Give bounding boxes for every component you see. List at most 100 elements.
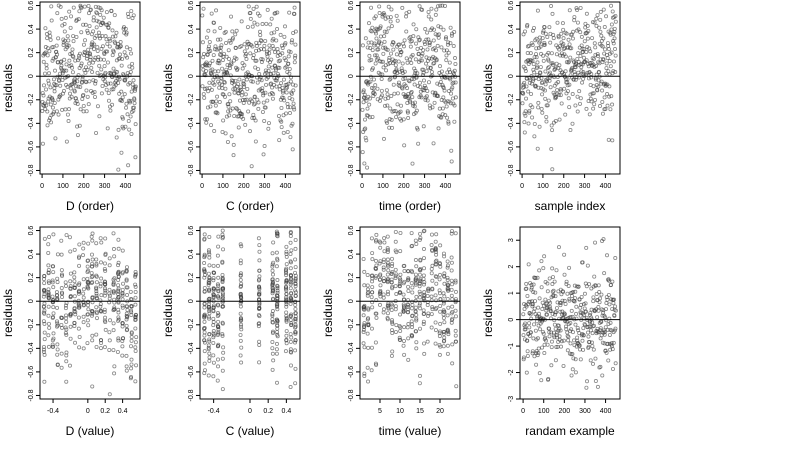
points-layer — [40, 3, 138, 172]
x-tick-label: 0.4 — [118, 408, 128, 415]
data-point — [206, 347, 211, 352]
data-point — [405, 86, 410, 91]
data-point — [90, 70, 95, 75]
data-point — [375, 86, 380, 91]
data-point — [274, 38, 279, 43]
data-point — [568, 55, 573, 60]
data-point — [600, 44, 605, 49]
data-point — [257, 29, 262, 34]
data-point — [449, 260, 454, 265]
data-point — [237, 77, 242, 82]
data-point — [434, 274, 439, 279]
data-point — [118, 44, 123, 49]
data-point — [219, 43, 224, 48]
data-point — [67, 235, 72, 240]
y-tick-label: -0.8 — [28, 389, 35, 401]
data-point — [269, 57, 274, 62]
data-point — [281, 88, 286, 93]
y-axis-label: residuals — [321, 289, 335, 337]
data-point — [68, 294, 73, 299]
data-point — [422, 42, 427, 47]
data-point — [76, 84, 81, 89]
data-point — [125, 315, 130, 320]
data-point — [446, 119, 451, 124]
data-point — [431, 38, 436, 43]
data-point — [108, 81, 113, 86]
data-point — [211, 308, 216, 313]
data-point — [449, 148, 454, 153]
data-point — [116, 260, 121, 265]
data-point — [584, 106, 589, 111]
data-point — [429, 6, 434, 11]
data-point — [288, 273, 293, 278]
data-point — [220, 275, 225, 280]
data-point — [378, 34, 383, 39]
data-point — [388, 106, 393, 111]
data-point — [454, 384, 459, 389]
data-point — [220, 368, 225, 373]
data-point — [421, 124, 426, 129]
data-point — [603, 325, 608, 330]
data-point — [537, 124, 542, 129]
data-point — [103, 327, 108, 332]
data-point — [77, 305, 82, 310]
data-point — [571, 356, 576, 361]
data-point — [414, 340, 419, 345]
data-point — [91, 15, 96, 20]
data-point — [46, 344, 51, 349]
data-point — [445, 259, 450, 264]
y-tick-label: 0.6 — [348, 226, 355, 236]
data-point — [98, 36, 103, 41]
y-tick-label: -0.6 — [508, 141, 515, 153]
data-point — [90, 295, 95, 300]
data-point — [97, 33, 102, 38]
data-point — [612, 297, 617, 302]
data-point — [72, 89, 77, 94]
data-point — [288, 339, 293, 344]
data-point — [545, 35, 550, 40]
data-point — [385, 47, 390, 52]
data-point — [207, 276, 212, 281]
data-point — [452, 103, 457, 108]
data-point — [448, 25, 453, 30]
data-point — [228, 40, 233, 45]
y-tick-label: -0.4 — [348, 342, 355, 354]
data-point — [381, 307, 386, 312]
data-point — [242, 42, 247, 47]
data-point — [125, 304, 130, 309]
data-point — [441, 331, 446, 336]
data-point — [437, 352, 442, 357]
data-point — [553, 94, 558, 99]
data-point — [540, 329, 545, 334]
data-point — [78, 84, 83, 89]
data-point — [266, 64, 271, 69]
data-point — [126, 163, 131, 168]
data-point — [373, 266, 378, 271]
data-point — [128, 47, 133, 52]
data-point — [529, 287, 534, 292]
data-point — [378, 294, 383, 299]
data-point — [597, 25, 602, 30]
data-point — [288, 260, 293, 265]
data-point — [587, 282, 592, 287]
data-point — [254, 58, 259, 63]
data-point — [43, 107, 48, 112]
data-point — [547, 304, 552, 309]
data-point — [441, 301, 446, 306]
data-point — [394, 13, 399, 18]
data-point — [64, 68, 69, 73]
data-point — [50, 342, 55, 347]
data-point — [583, 21, 588, 26]
data-point — [596, 308, 601, 313]
data-point — [437, 329, 442, 334]
data-point — [394, 115, 399, 120]
data-point — [378, 24, 383, 29]
data-point — [563, 69, 568, 74]
data-point — [378, 283, 383, 288]
x-tick-label: 300 — [99, 183, 111, 190]
data-point — [533, 312, 538, 317]
data-point — [425, 47, 430, 52]
data-point — [291, 105, 296, 110]
data-point — [363, 126, 368, 131]
data-point — [598, 336, 603, 341]
